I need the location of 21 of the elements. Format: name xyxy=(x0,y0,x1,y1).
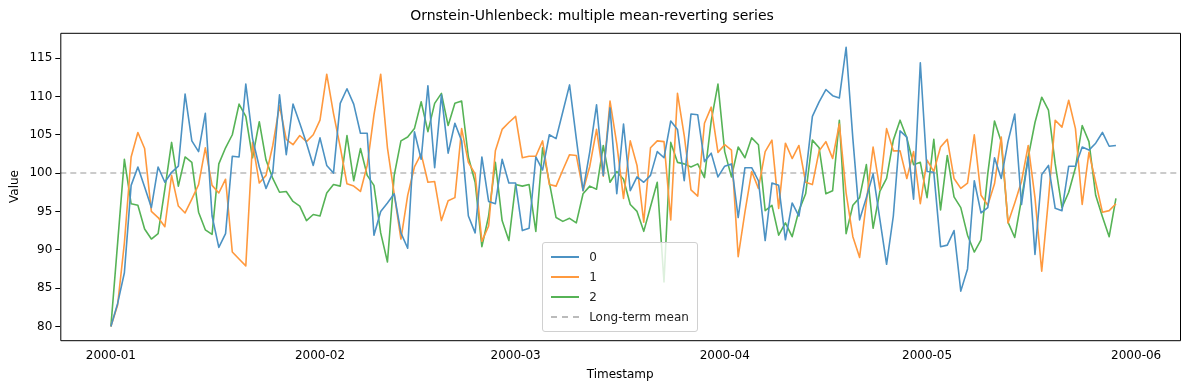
x-axis-title: Timestamp xyxy=(585,366,654,381)
x-tick-label: 2000-06 xyxy=(1111,347,1162,362)
y-axis-title: Value xyxy=(7,170,22,203)
legend-label: 0 xyxy=(589,250,597,265)
y-tick-label: 110 xyxy=(29,88,53,103)
y-tick-label: 85 xyxy=(37,280,53,295)
y-tick-label: 80 xyxy=(37,318,53,333)
legend-label: Long-term mean xyxy=(589,310,689,325)
y-tick-label: 105 xyxy=(29,126,53,141)
y-tick-label: 90 xyxy=(37,241,53,256)
x-tick-label: 2000-05 xyxy=(901,347,953,362)
x-tick-label: 2000-03 xyxy=(490,347,541,362)
x-tick-label: 2000-01 xyxy=(85,347,136,362)
x-tick-label: 2000-04 xyxy=(699,347,750,362)
legend-label: 2 xyxy=(589,290,597,305)
y-tick-label: 100 xyxy=(29,165,53,180)
legend-label: 1 xyxy=(589,270,597,285)
y-tick-label: 95 xyxy=(37,203,53,218)
y-tick-label: 115 xyxy=(29,50,53,65)
x-tick-label: 2000-02 xyxy=(294,347,346,362)
chart-title: Ornstein-Uhlenbeck: multiple mean-reverting series xyxy=(410,7,774,24)
